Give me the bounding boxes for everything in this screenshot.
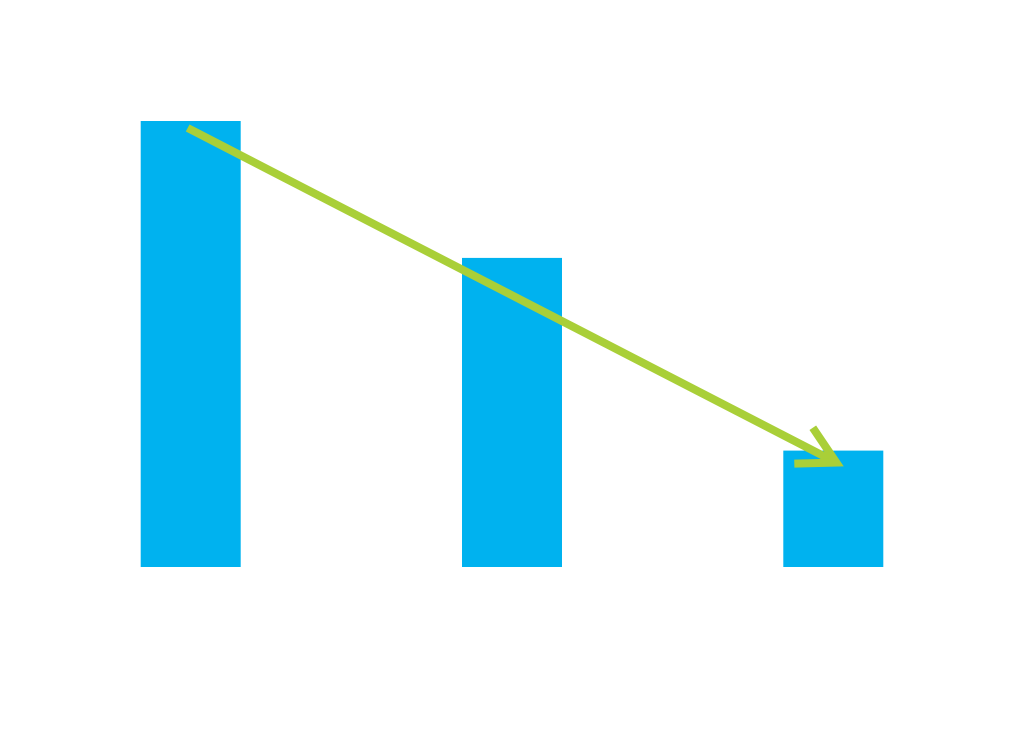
bar-2 [462,257,562,567]
bar-series [140,121,884,567]
bar-1 [140,121,241,567]
trend-arrow-head [794,425,844,468]
trend-arrow-shaft [185,124,839,467]
bar-3 [783,450,884,567]
trend-arrow [185,124,844,468]
